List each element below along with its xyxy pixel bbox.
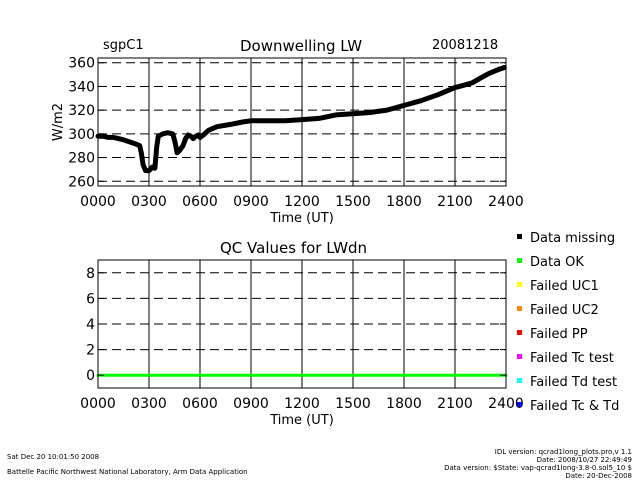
x-tick-label: 0600	[182, 194, 218, 210]
x-tick-label: 1200	[284, 194, 320, 210]
footer-idl-version: IDL version: qcrad1long_plots.pro,v 1.1	[494, 448, 632, 456]
site-label: sgpC1	[103, 38, 144, 53]
legend-marker	[517, 306, 522, 311]
legend-marker	[517, 354, 522, 359]
x-axis-label: Time (UT)	[269, 211, 334, 226]
x-tick-label: 0900	[233, 194, 269, 210]
footer-timestamp: Sat Dec 20 10:01:50 2008	[7, 453, 100, 461]
y-tick-label: 320	[68, 103, 95, 119]
y-tick-label: 6	[86, 291, 95, 307]
legend-label: Failed UC2	[530, 303, 599, 318]
x-tick-label: 0000	[80, 396, 116, 412]
date-label: 20081218	[432, 38, 499, 53]
legend-label: Data OK	[530, 255, 584, 270]
x-tick-label: 0300	[131, 396, 167, 412]
x-tick-label: 0000	[80, 194, 116, 210]
legend-marker	[517, 330, 522, 335]
x-tick-label: 2100	[437, 396, 473, 412]
footer-data-version: Data version: $State: vap-qcrad1long-3.8…	[444, 464, 632, 472]
legend-marker	[517, 234, 522, 239]
legend: Data missing Data OK Failed UC1 Failed UC2 F…	[517, 231, 619, 414]
x-tick-label: 1200	[284, 396, 320, 412]
legend-marker	[517, 378, 522, 383]
x-tick-label: 2400	[488, 396, 524, 412]
footer-data-date: Date: 20-Dec-2008	[565, 472, 632, 480]
legend-label: Data missing	[530, 231, 615, 246]
legend-label: Failed Td test	[530, 375, 617, 390]
x-tick-label: 1800	[386, 396, 422, 412]
y-tick-label: 360	[68, 56, 95, 72]
legend-label: Failed PP	[530, 327, 588, 342]
y-axis-label: W/m2	[51, 103, 66, 141]
y-tick-label: 300	[68, 127, 95, 143]
y-tick-label: 4	[86, 317, 95, 333]
x-tick-label: 0900	[233, 396, 269, 412]
downwelling-lw-plot: 0000 0300 0600 0900 1200 1500 1800 2100 2400 260 2…	[51, 56, 524, 226]
footer-idl-date: Date: 2008/10/27 22:49:49	[536, 456, 632, 464]
x-tick-label: 2100	[437, 194, 473, 210]
legend-marker	[517, 282, 522, 287]
legend-label: Failed UC1	[530, 279, 599, 294]
x-tick-label: 1500	[335, 194, 371, 210]
x-tick-label: 1500	[335, 396, 371, 412]
x-tick-label: 0300	[131, 194, 167, 210]
x-tick-label: 2400	[488, 194, 524, 210]
data-series-line	[95, 65, 507, 174]
x-axis-label: Time (UT)	[269, 413, 334, 428]
legend-label: Failed Tc test	[530, 351, 614, 366]
qc-values-plot: 0000 0300 0600 0900 1200 1500 1800 2100 2400 0 2 4 6…	[80, 259, 524, 428]
x-tick-label: 0600	[182, 396, 218, 412]
footer-version-block: IDL version: qcrad1long_plots.pro,v 1.1 …	[444, 448, 632, 480]
chart-title-lw: Downwelling LW	[240, 37, 363, 55]
legend-label: Failed Tc & Td	[530, 399, 619, 414]
legend-marker	[517, 402, 522, 407]
chart-title-qc: QC Values for LWdn	[220, 239, 368, 257]
footer-lab: Battelle Pacific Northwest National Labo…	[7, 468, 248, 476]
legend-marker	[517, 258, 522, 263]
y-tick-label: 340	[68, 79, 95, 95]
y-tick-label: 8	[86, 266, 95, 282]
y-tick-label: 0	[86, 368, 95, 384]
y-tick-label: 280	[68, 151, 95, 167]
x-tick-label: 1800	[386, 194, 422, 210]
y-tick-label: 2	[86, 343, 95, 359]
y-tick-label: 260	[68, 174, 95, 190]
